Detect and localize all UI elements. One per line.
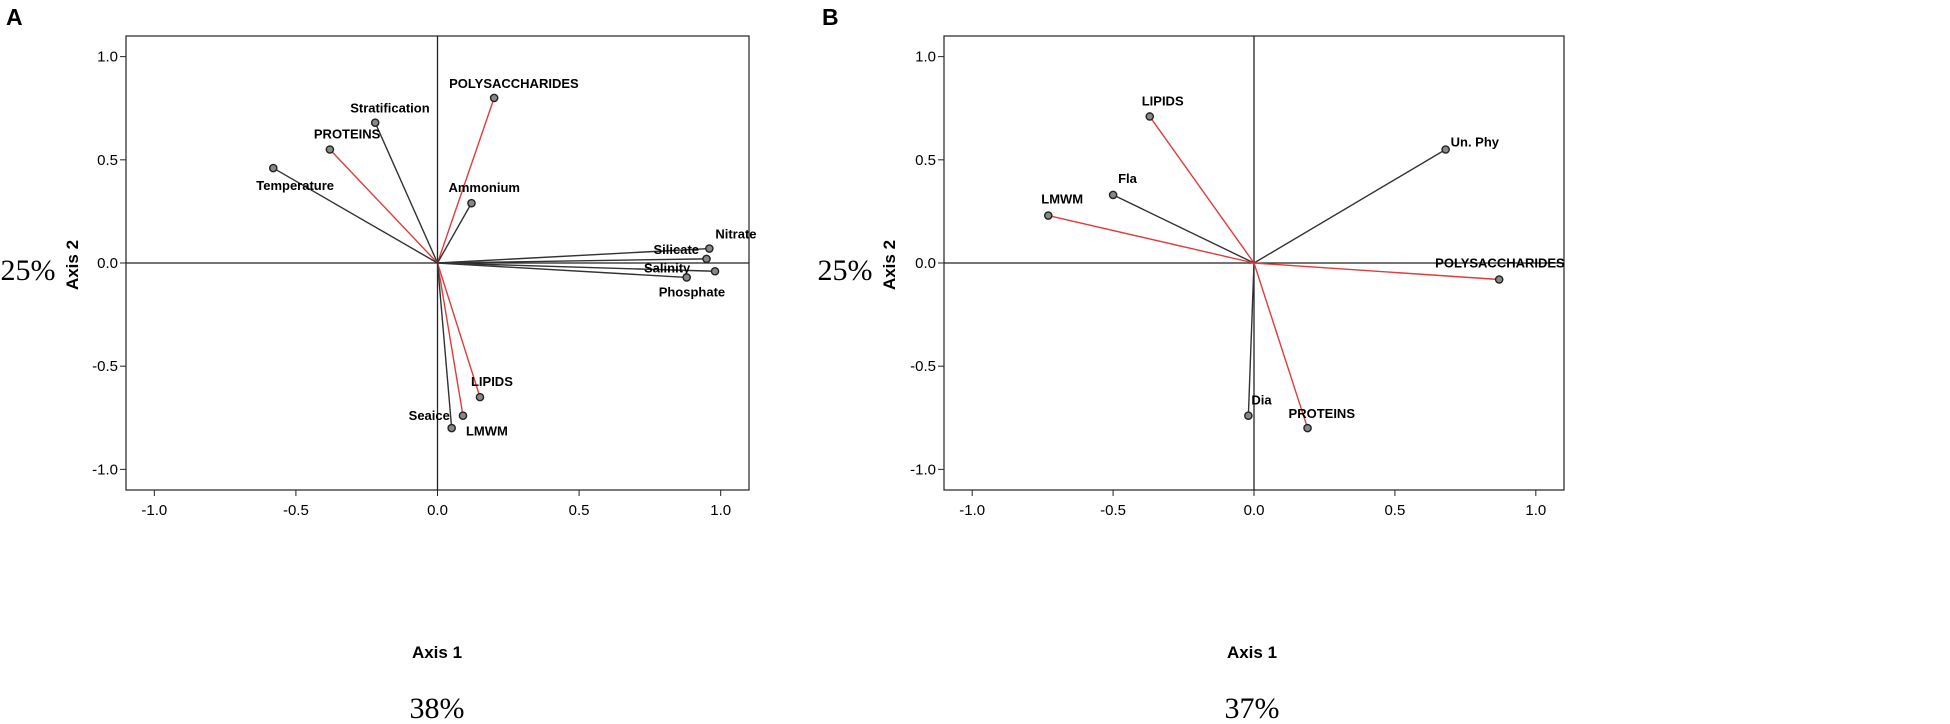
x-tick-label: 1.0 (710, 502, 731, 519)
y-axis-title: Axis 2 (880, 240, 899, 290)
panel-letter: A (6, 4, 23, 30)
vector-line (437, 247, 710, 264)
vector-label: LMWM (1041, 192, 1083, 207)
vector-label: Nitrate (715, 227, 756, 242)
vector-point (458, 411, 468, 421)
x-axis-title: Axis 1 (1227, 643, 1277, 662)
plot-area: -1.0 -0.5 0.0 0.5 1.0 1.0 0.5 0.0 -0.5 -1.0 POLYSA… (92, 35, 757, 519)
x-variance-label: 37% (1225, 692, 1280, 724)
y-tick-label: -1.0 (910, 461, 936, 478)
vector-point (1494, 275, 1504, 284)
vector-label: Seaice (409, 408, 450, 423)
y-tick-label: 1.0 (97, 49, 118, 66)
vector-line (272, 167, 438, 264)
vector-point (1303, 423, 1312, 433)
vector-line (436, 202, 473, 264)
y-tick-label: -0.5 (910, 358, 936, 375)
vector-label: PROTEINS (314, 127, 381, 142)
vector-line (1048, 214, 1255, 264)
vector-label: LIPIDS (471, 374, 513, 389)
x-tick-label: 0.5 (1384, 502, 1405, 519)
vector-line (436, 262, 453, 429)
x-tick-label: 0.0 (427, 502, 448, 519)
x-tick-label: -1.0 (959, 502, 985, 519)
plot-area: -1.0 -0.5 0.0 0.5 1.0 1.0 0.5 0.0 -0.5 -1.0 LIPIDS… (910, 35, 1565, 519)
vector-line (329, 149, 439, 264)
y-tick-label: 0.0 (915, 255, 936, 272)
vector-label: Stratification (350, 101, 430, 116)
vector-label: Fla (1118, 171, 1138, 186)
panel-letter: B (822, 4, 839, 30)
vector-line (374, 122, 439, 264)
vector-label: Temperature (256, 178, 334, 193)
vector-label: Silicate (654, 242, 700, 257)
vector-line (437, 262, 716, 272)
vector-line (437, 258, 707, 264)
vector-line (1253, 262, 1500, 281)
panel-b-biplot: B 25% 37% Axis 1 Axis 2 -1.0 -0.5 0.0 0.5 1.… (818, 4, 1566, 724)
y-tick-label: 1.0 (915, 49, 936, 66)
vector-point (489, 93, 499, 103)
vector-point (682, 273, 692, 282)
vector-point (705, 244, 714, 253)
vector-line (1247, 262, 1255, 416)
x-tick-label: 0.5 (569, 502, 590, 519)
vector-label: POLYSACCHARIDES (449, 76, 579, 91)
x-tick-label: -1.0 (141, 502, 167, 519)
vector-label: POLYSACCHARIDES (1435, 256, 1565, 271)
vector-label: Salinity (644, 260, 691, 275)
panel-a-biplot: A 25% 38% Axis 1 Axis 2 -1.0 -0.5 0.0 0.5 1.… (1, 4, 757, 724)
vector-line (1253, 262, 1309, 429)
vector-label: Ammonium (448, 180, 520, 195)
vector-point (325, 145, 335, 154)
vector-point (1244, 411, 1253, 421)
y-tick-label: 0.5 (915, 152, 936, 169)
vector-line (1112, 194, 1255, 264)
x-tick-label: -0.5 (1100, 502, 1126, 519)
vector-point (710, 266, 720, 276)
vector-line (436, 262, 481, 398)
vector-label: Phosphate (659, 284, 725, 299)
vector-label: LIPIDS (1142, 93, 1184, 108)
vector-point (1441, 145, 1450, 154)
y-variance-label: 25% (1, 254, 56, 287)
y-axis-title: Axis 2 (63, 240, 82, 290)
y-tick-label: 0.0 (97, 255, 118, 272)
vector-point (467, 198, 476, 208)
x-tick-label: 0.0 (1244, 502, 1265, 519)
vector-line (437, 262, 687, 279)
y-tick-label: -0.5 (92, 358, 118, 375)
vector-point (1108, 190, 1118, 200)
x-tick-label: 1.0 (1525, 502, 1546, 519)
vector-line (436, 97, 495, 264)
y-variance-label: 25% (818, 254, 873, 287)
x-axis-title: Axis 1 (412, 643, 462, 662)
vector-line (436, 262, 464, 416)
vector-point (1145, 112, 1155, 121)
vector-label: Un. Phy (1451, 135, 1500, 150)
vector-line (1253, 148, 1446, 264)
vector-line (1149, 116, 1255, 264)
y-tick-label: -1.0 (92, 461, 118, 478)
vector-point (447, 423, 456, 433)
vector-label: LMWM (466, 424, 508, 439)
vector-point (1043, 211, 1053, 220)
vector-point (702, 254, 711, 264)
vector-point (268, 163, 278, 173)
x-variance-label: 38% (410, 692, 465, 724)
x-tick-label: -0.5 (283, 502, 309, 519)
y-tick-label: 0.5 (97, 152, 118, 169)
vector-point (475, 392, 485, 402)
vector-point (370, 118, 380, 127)
vector-label: Dia (1251, 393, 1272, 408)
vector-label: PROTEINS (1289, 406, 1356, 421)
